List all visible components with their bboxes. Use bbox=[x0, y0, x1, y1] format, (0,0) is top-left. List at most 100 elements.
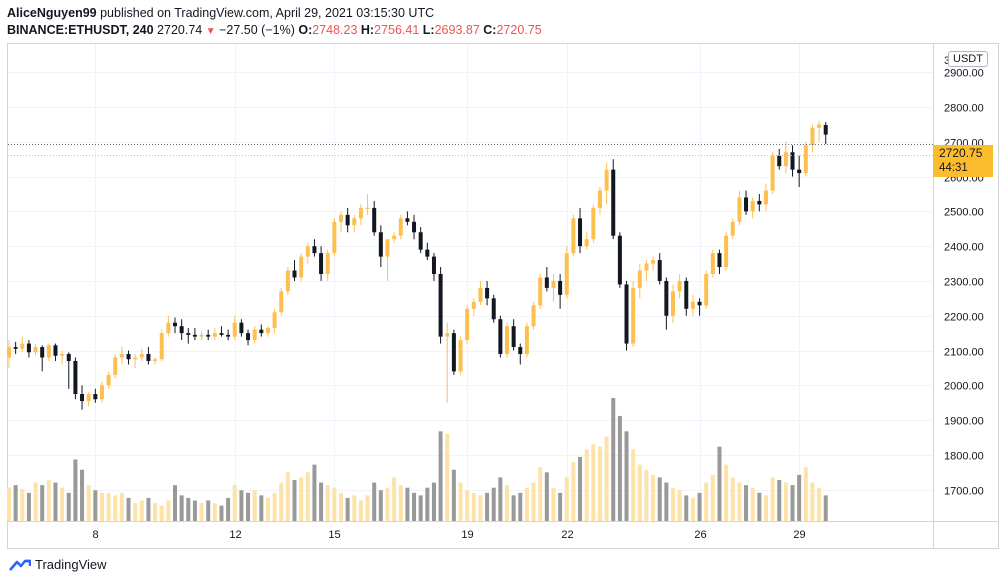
volume-bar bbox=[690, 497, 695, 521]
volume-bar bbox=[159, 505, 164, 521]
time-tick-label: 15 bbox=[328, 529, 340, 541]
volume-bar bbox=[192, 500, 197, 521]
candle-down bbox=[757, 200, 762, 205]
candle-down bbox=[544, 277, 549, 288]
candle-up bbox=[531, 305, 536, 327]
candle-up bbox=[458, 340, 463, 372]
currency-button[interactable]: USDT bbox=[948, 51, 988, 67]
volume-bar bbox=[438, 431, 443, 521]
candle-up bbox=[465, 308, 470, 341]
candle-down bbox=[206, 334, 211, 337]
volume-bar bbox=[750, 487, 755, 521]
volume-bar bbox=[199, 503, 204, 521]
candle-up bbox=[299, 256, 304, 278]
volume-bar bbox=[817, 487, 822, 521]
close-label: C: bbox=[483, 23, 497, 37]
publisher-name[interactable]: AliceNguyen99 bbox=[7, 6, 97, 20]
candle-up bbox=[571, 218, 576, 254]
volume-bar bbox=[33, 482, 38, 521]
price-tick-label: 2300.00 bbox=[944, 277, 984, 289]
volume-bar bbox=[285, 472, 290, 521]
candle-down bbox=[179, 326, 184, 334]
volume-bar bbox=[239, 490, 244, 521]
close-value: 2720.75 bbox=[496, 23, 542, 37]
price-tick-label: 2500.00 bbox=[944, 207, 984, 219]
volume-bar bbox=[604, 436, 609, 521]
volume-bar bbox=[412, 492, 417, 521]
candle-down bbox=[372, 207, 377, 233]
volume-bar bbox=[345, 497, 350, 521]
volume-bar bbox=[564, 477, 569, 521]
volume-bar bbox=[80, 469, 85, 521]
candle-up bbox=[445, 333, 450, 337]
candle-up bbox=[285, 270, 290, 292]
volume-bar bbox=[66, 492, 71, 521]
candle-up bbox=[644, 263, 649, 271]
candle-up bbox=[724, 235, 729, 268]
candle-down bbox=[80, 394, 85, 401]
volume-bar bbox=[93, 490, 98, 521]
price-tick-label: 2000.00 bbox=[944, 381, 984, 393]
candle-up bbox=[60, 354, 65, 356]
volume-bar bbox=[697, 492, 702, 521]
volume-bar bbox=[531, 482, 536, 521]
volume-bar bbox=[671, 487, 675, 521]
symbol-label[interactable]: BINANCE:ETHUSDT, 240 bbox=[7, 23, 154, 37]
candle-up bbox=[20, 343, 25, 349]
candle-up bbox=[597, 190, 602, 208]
candle-down bbox=[578, 218, 583, 247]
candle-down bbox=[617, 235, 622, 285]
volume-bar bbox=[644, 469, 649, 521]
last-price-tag: 2720.75 44:31 bbox=[933, 145, 993, 177]
volume-bar bbox=[232, 485, 237, 521]
price-axis-labels: 1700.00 1800.00 1900.00 2000.00 2100.00 2200.… bbox=[944, 68, 984, 498]
volume-bar bbox=[478, 495, 483, 521]
volume-bar bbox=[677, 490, 682, 521]
volume-bar bbox=[810, 482, 815, 521]
time-tick-label: 8 bbox=[92, 529, 98, 541]
candle-down bbox=[657, 260, 662, 281]
volume-bar bbox=[265, 497, 270, 521]
volume-bar bbox=[524, 487, 529, 521]
candle-up bbox=[358, 207, 363, 219]
candlesticks bbox=[7, 120, 828, 410]
candle-down bbox=[431, 256, 436, 274]
candle-down bbox=[823, 125, 828, 135]
time-tick-label: 22 bbox=[561, 529, 573, 541]
volume-bar bbox=[173, 485, 177, 521]
volume-bar bbox=[451, 469, 456, 521]
last-price-value: 2720.74 bbox=[157, 23, 203, 37]
volume-bar bbox=[113, 495, 118, 521]
candle-up bbox=[365, 207, 370, 209]
volume-bar bbox=[823, 495, 828, 521]
candle-up bbox=[33, 347, 38, 353]
volume-bar bbox=[770, 477, 775, 521]
footer-brand[interactable]: TradingView bbox=[9, 557, 107, 572]
volume-bar bbox=[365, 495, 370, 521]
volume-bar bbox=[425, 487, 430, 521]
volume-bar bbox=[657, 477, 662, 521]
volume-bar bbox=[219, 505, 224, 521]
candle-up bbox=[392, 235, 397, 240]
price-tick-label: 2100.00 bbox=[944, 347, 984, 359]
candle-down bbox=[412, 221, 417, 233]
candle-up bbox=[325, 253, 330, 274]
volume-bar bbox=[485, 492, 490, 521]
volume-bar bbox=[325, 485, 330, 521]
candle-down bbox=[717, 253, 722, 268]
volume-bar bbox=[783, 482, 788, 521]
candle-down bbox=[292, 270, 297, 278]
volume-bar bbox=[153, 503, 158, 521]
candle-down bbox=[219, 333, 224, 335]
volume-bar bbox=[418, 495, 423, 521]
candle-up bbox=[86, 394, 91, 401]
candle-down bbox=[498, 319, 503, 355]
volume-bar bbox=[797, 474, 802, 521]
candle-up bbox=[750, 200, 755, 212]
candle-down bbox=[246, 333, 251, 341]
candle-down bbox=[511, 326, 516, 348]
volume-bar bbox=[704, 482, 709, 521]
volume-bar bbox=[319, 482, 324, 521]
candle-down bbox=[558, 280, 563, 295]
